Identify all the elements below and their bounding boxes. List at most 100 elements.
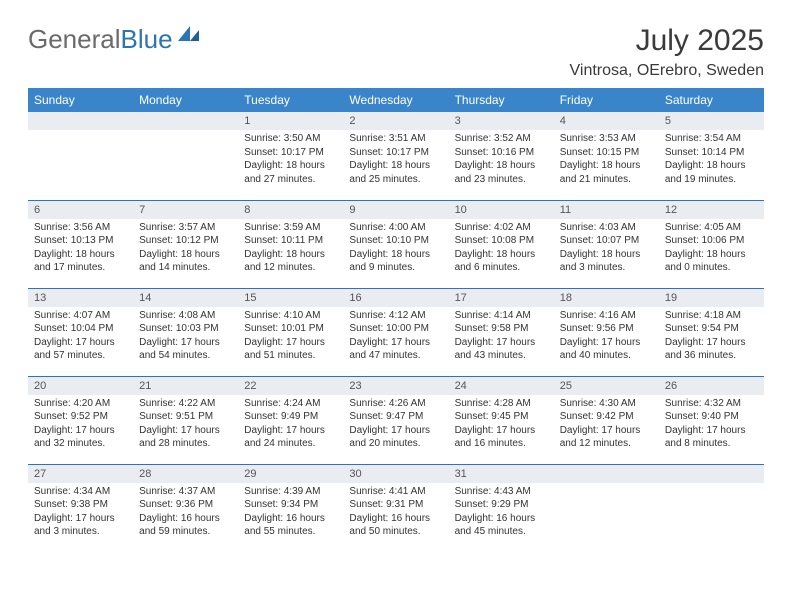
daylight-line: Daylight: 17 hours and 40 minutes. bbox=[560, 336, 653, 363]
sunset-line: Sunset: 10:07 PM bbox=[560, 234, 653, 248]
daylight-line: Daylight: 17 hours and 57 minutes. bbox=[34, 336, 127, 363]
day-number: 31 bbox=[449, 465, 554, 483]
day-details: Sunrise: 4:22 AMSunset: 9:51 PMDaylight:… bbox=[133, 395, 238, 455]
calendar-day-cell: 7Sunrise: 3:57 AMSunset: 10:12 PMDayligh… bbox=[133, 200, 238, 288]
daylight-line: Daylight: 17 hours and 20 minutes. bbox=[349, 424, 442, 451]
day-number: 3 bbox=[449, 112, 554, 130]
day-number: 18 bbox=[554, 289, 659, 307]
sunset-line: Sunset: 10:08 PM bbox=[455, 234, 548, 248]
calendar-day-cell bbox=[133, 112, 238, 200]
weekday-header: Wednesday bbox=[343, 88, 448, 112]
calendar-day-cell: 25Sunrise: 4:30 AMSunset: 9:42 PMDayligh… bbox=[554, 376, 659, 464]
daylight-line: Daylight: 18 hours and 21 minutes. bbox=[560, 159, 653, 186]
day-number: 11 bbox=[554, 201, 659, 219]
calendar-week-row: 27Sunrise: 4:34 AMSunset: 9:38 PMDayligh… bbox=[28, 464, 764, 552]
day-number: 5 bbox=[659, 112, 764, 130]
calendar-day-cell: 29Sunrise: 4:39 AMSunset: 9:34 PMDayligh… bbox=[238, 464, 343, 552]
day-number: 2 bbox=[343, 112, 448, 130]
day-number: 9 bbox=[343, 201, 448, 219]
day-details bbox=[133, 130, 238, 136]
sunset-line: Sunset: 10:01 PM bbox=[244, 322, 337, 336]
sunrise-line: Sunrise: 4:00 AM bbox=[349, 221, 442, 235]
daylight-line: Daylight: 17 hours and 36 minutes. bbox=[665, 336, 758, 363]
calendar-week-row: 20Sunrise: 4:20 AMSunset: 9:52 PMDayligh… bbox=[28, 376, 764, 464]
day-number: 19 bbox=[659, 289, 764, 307]
sunset-line: Sunset: 9:47 PM bbox=[349, 410, 442, 424]
day-number: 29 bbox=[238, 465, 343, 483]
sunset-line: Sunset: 10:03 PM bbox=[139, 322, 232, 336]
sunrise-line: Sunrise: 3:57 AM bbox=[139, 221, 232, 235]
day-number: 1 bbox=[238, 112, 343, 130]
daylight-line: Daylight: 18 hours and 19 minutes. bbox=[665, 159, 758, 186]
calendar-day-cell: 31Sunrise: 4:43 AMSunset: 9:29 PMDayligh… bbox=[449, 464, 554, 552]
sunrise-line: Sunrise: 3:50 AM bbox=[244, 132, 337, 146]
brand-logo: GeneralBlue bbox=[28, 24, 203, 55]
daylight-line: Daylight: 17 hours and 32 minutes. bbox=[34, 424, 127, 451]
daylight-line: Daylight: 16 hours and 45 minutes. bbox=[455, 512, 548, 539]
sunrise-line: Sunrise: 4:02 AM bbox=[455, 221, 548, 235]
day-details: Sunrise: 3:51 AMSunset: 10:17 PMDaylight… bbox=[343, 130, 448, 190]
daylight-line: Daylight: 18 hours and 9 minutes. bbox=[349, 248, 442, 275]
sunset-line: Sunset: 10:17 PM bbox=[349, 146, 442, 160]
calendar-day-cell: 23Sunrise: 4:26 AMSunset: 9:47 PMDayligh… bbox=[343, 376, 448, 464]
sunrise-line: Sunrise: 4:14 AM bbox=[455, 309, 548, 323]
day-number: 23 bbox=[343, 377, 448, 395]
day-number: 20 bbox=[28, 377, 133, 395]
calendar-day-cell: 24Sunrise: 4:28 AMSunset: 9:45 PMDayligh… bbox=[449, 376, 554, 464]
day-details: Sunrise: 4:08 AMSunset: 10:03 PMDaylight… bbox=[133, 307, 238, 367]
sunrise-line: Sunrise: 3:59 AM bbox=[244, 221, 337, 235]
daylight-line: Daylight: 17 hours and 24 minutes. bbox=[244, 424, 337, 451]
sunrise-line: Sunrise: 4:12 AM bbox=[349, 309, 442, 323]
sunrise-line: Sunrise: 3:52 AM bbox=[455, 132, 548, 146]
sunrise-line: Sunrise: 4:34 AM bbox=[34, 485, 127, 499]
sunrise-line: Sunrise: 4:30 AM bbox=[560, 397, 653, 411]
calendar-day-cell: 30Sunrise: 4:41 AMSunset: 9:31 PMDayligh… bbox=[343, 464, 448, 552]
day-number: 30 bbox=[343, 465, 448, 483]
day-details bbox=[28, 130, 133, 136]
daylight-line: Daylight: 18 hours and 25 minutes. bbox=[349, 159, 442, 186]
calendar-day-cell: 16Sunrise: 4:12 AMSunset: 10:00 PMDaylig… bbox=[343, 288, 448, 376]
sunset-line: Sunset: 9:38 PM bbox=[34, 498, 127, 512]
daylight-line: Daylight: 17 hours and 51 minutes. bbox=[244, 336, 337, 363]
day-details bbox=[554, 483, 659, 489]
calendar-week-row: 13Sunrise: 4:07 AMSunset: 10:04 PMDaylig… bbox=[28, 288, 764, 376]
title-block: July 2025 Vintrosa, OErebro, Sweden bbox=[570, 24, 764, 80]
sunset-line: Sunset: 9:36 PM bbox=[139, 498, 232, 512]
calendar-week-row: 1Sunrise: 3:50 AMSunset: 10:17 PMDayligh… bbox=[28, 112, 764, 200]
daylight-line: Daylight: 18 hours and 3 minutes. bbox=[560, 248, 653, 275]
calendar-day-cell: 27Sunrise: 4:34 AMSunset: 9:38 PMDayligh… bbox=[28, 464, 133, 552]
day-number: 24 bbox=[449, 377, 554, 395]
calendar-day-cell bbox=[28, 112, 133, 200]
sunrise-line: Sunrise: 4:18 AM bbox=[665, 309, 758, 323]
calendar-day-cell bbox=[554, 464, 659, 552]
day-details bbox=[659, 483, 764, 489]
sunrise-line: Sunrise: 4:03 AM bbox=[560, 221, 653, 235]
header: GeneralBlue July 2025 Vintrosa, OErebro,… bbox=[28, 24, 764, 80]
sunset-line: Sunset: 9:54 PM bbox=[665, 322, 758, 336]
calendar-day-cell: 20Sunrise: 4:20 AMSunset: 9:52 PMDayligh… bbox=[28, 376, 133, 464]
sunrise-line: Sunrise: 3:51 AM bbox=[349, 132, 442, 146]
daylight-line: Daylight: 16 hours and 59 minutes. bbox=[139, 512, 232, 539]
day-number: 15 bbox=[238, 289, 343, 307]
day-number: 10 bbox=[449, 201, 554, 219]
sunrise-line: Sunrise: 4:10 AM bbox=[244, 309, 337, 323]
sunset-line: Sunset: 10:15 PM bbox=[560, 146, 653, 160]
day-number: 25 bbox=[554, 377, 659, 395]
sunrise-line: Sunrise: 4:24 AM bbox=[244, 397, 337, 411]
daylight-line: Daylight: 17 hours and 54 minutes. bbox=[139, 336, 232, 363]
sunset-line: Sunset: 10:04 PM bbox=[34, 322, 127, 336]
sunrise-line: Sunrise: 4:37 AM bbox=[139, 485, 232, 499]
brand-part2: Blue bbox=[121, 24, 173, 55]
day-details: Sunrise: 4:30 AMSunset: 9:42 PMDaylight:… bbox=[554, 395, 659, 455]
day-details: Sunrise: 3:57 AMSunset: 10:12 PMDaylight… bbox=[133, 219, 238, 279]
day-details: Sunrise: 4:02 AMSunset: 10:08 PMDaylight… bbox=[449, 219, 554, 279]
sunset-line: Sunset: 10:00 PM bbox=[349, 322, 442, 336]
day-details: Sunrise: 4:32 AMSunset: 9:40 PMDaylight:… bbox=[659, 395, 764, 455]
day-number: 16 bbox=[343, 289, 448, 307]
daylight-line: Daylight: 17 hours and 28 minutes. bbox=[139, 424, 232, 451]
sunset-line: Sunset: 9:42 PM bbox=[560, 410, 653, 424]
sunset-line: Sunset: 9:34 PM bbox=[244, 498, 337, 512]
calendar-day-cell: 8Sunrise: 3:59 AMSunset: 10:11 PMDayligh… bbox=[238, 200, 343, 288]
sunrise-line: Sunrise: 4:05 AM bbox=[665, 221, 758, 235]
calendar-day-cell: 6Sunrise: 3:56 AMSunset: 10:13 PMDayligh… bbox=[28, 200, 133, 288]
